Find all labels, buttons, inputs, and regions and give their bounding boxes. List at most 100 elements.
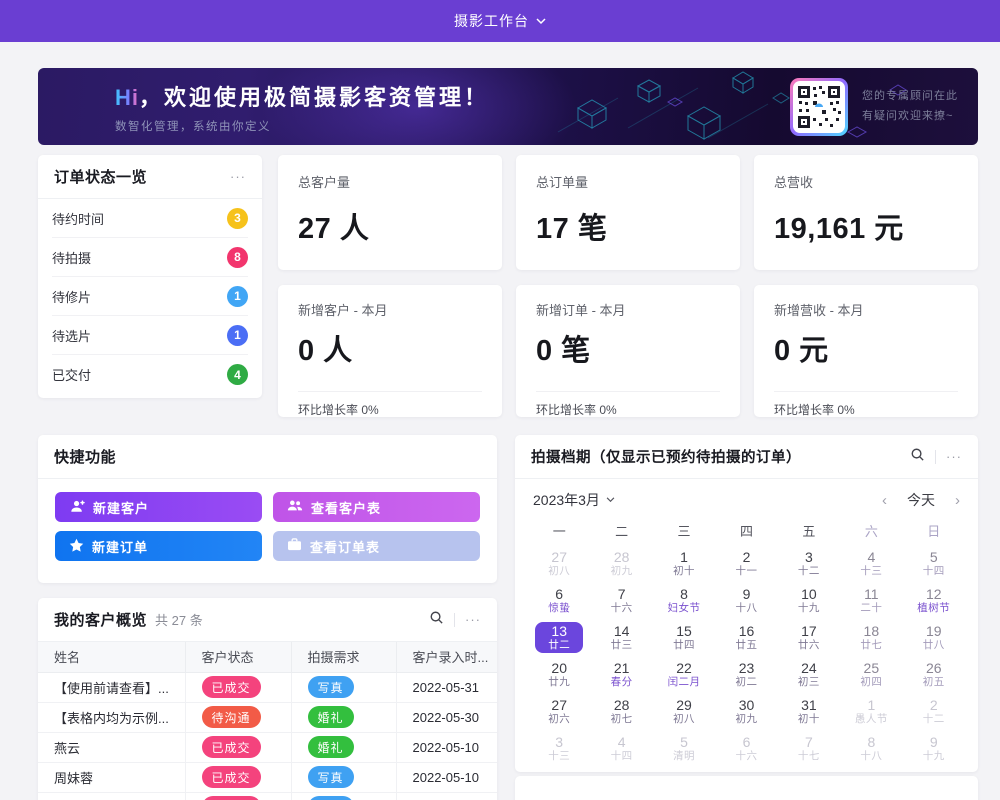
calendar-day[interactable]: 31 初十 [778, 693, 840, 730]
weekday-header: 日 [927, 524, 941, 539]
app-title[interactable]: 摄影工作台 [454, 13, 529, 29]
column-header[interactable]: 拍摄需求 [291, 642, 397, 673]
column-header[interactable]: 客户录入时... [396, 642, 497, 673]
more-menu-icon[interactable]: ··· [465, 612, 481, 627]
need-badge: 婚礼 [307, 736, 354, 758]
quick-action-button[interactable]: 查看客户表 [273, 492, 480, 522]
more-menu-icon[interactable]: ··· [946, 449, 962, 464]
search-icon[interactable] [429, 610, 444, 630]
stat-value: 17 笔 [536, 213, 608, 245]
calendar-day[interactable]: 1 愚人节 [840, 693, 902, 730]
table-row[interactable]: 【表格内均为示例... 待沟通 婚礼 2022-05-30 [38, 702, 497, 733]
order-status-item[interactable]: 待修片 1 [52, 277, 248, 316]
calendar-day[interactable]: 19 廿八 [903, 619, 965, 656]
calendar-day[interactable]: 8 十八 [840, 730, 902, 767]
column-header[interactable]: 姓名 [38, 642, 186, 673]
today-button[interactable]: 今天 [907, 492, 935, 508]
calendar-day[interactable]: 27 初八 [528, 545, 590, 582]
calendar-day[interactable]: 3 十三 [528, 730, 590, 767]
day-number: 11 [864, 586, 879, 602]
table-row[interactable]: 周妹蓉 已成交 写真 2022-05-10 [38, 762, 497, 793]
calendar-day[interactable]: 3 十二 [778, 545, 840, 582]
calendar-day[interactable]: 2 十一 [715, 545, 777, 582]
customer-name: 【表格内均为示例... [38, 702, 186, 733]
calendar-day[interactable]: 9 十八 [715, 582, 777, 619]
order-status-item[interactable]: 待拍摄 8 [52, 238, 248, 277]
calendar-day[interactable]: 4 十四 [590, 730, 652, 767]
calendar-day[interactable]: 20 廿九 [528, 656, 590, 693]
calendar-day[interactable]: 13 廿二 [528, 619, 590, 656]
calendar-day[interactable]: 6 十六 [715, 730, 777, 767]
day-number: 30 [738, 697, 755, 713]
stat-label: 新增客户 - 本月 [298, 303, 388, 318]
day-number: 13 [551, 623, 567, 639]
table-row[interactable]: 燕云 已成交 婚礼 2022-05-10 [38, 732, 497, 763]
calendar-day[interactable]: 11 二十 [840, 582, 902, 619]
day-number: 4 [867, 549, 876, 565]
day-lunar-label: 植树节 [917, 602, 951, 614]
calendar-day[interactable]: 17 廿六 [778, 619, 840, 656]
calendar-day[interactable]: 22 闰二月 [653, 656, 715, 693]
day-lunar-label: 十九 [922, 750, 945, 762]
quick-actions-panel: 快捷功能 新建客户 查看客户表 新建订单 [38, 435, 497, 583]
order-status-item[interactable]: 待选片 1 [52, 316, 248, 355]
calendar-day[interactable]: 26 初五 [903, 656, 965, 693]
table-row[interactable]: 已成交 写真 [38, 792, 497, 800]
qr-caption: 您的专属顾问在此 有疑问欢迎来撩~ [862, 89, 958, 122]
calendar-day[interactable]: 29 初八 [653, 693, 715, 730]
order-status-item[interactable]: 已交付 4 [52, 355, 248, 394]
calendar-day[interactable]: 27 初六 [528, 693, 590, 730]
calendar-day[interactable]: 15 廿四 [653, 619, 715, 656]
next-month-button[interactable]: › [955, 491, 960, 509]
calendar-day[interactable]: 9 十九 [903, 730, 965, 767]
calendar-day[interactable]: 6 惊蛰 [528, 582, 590, 619]
search-icon[interactable] [910, 447, 925, 467]
calendar-day[interactable]: 25 初四 [840, 656, 902, 693]
calendar-day[interactable]: 7 十七 [778, 730, 840, 767]
day-lunar-label: 十四 [610, 750, 633, 762]
calendar-day[interactable]: 5 清明 [653, 730, 715, 767]
day-lunar-label: 初五 [922, 676, 945, 688]
calendar-day[interactable]: 4 十三 [840, 545, 902, 582]
calendar-day[interactable]: 10 十九 [778, 582, 840, 619]
day-number: 19 [925, 623, 942, 639]
calendar-day[interactable]: 7 十六 [590, 582, 652, 619]
prev-month-button[interactable]: ‹ [882, 491, 887, 509]
more-menu-icon[interactable]: ··· [230, 169, 246, 184]
chevron-down-icon[interactable] [536, 12, 546, 30]
day-number: 18 [863, 623, 880, 639]
day-number: 10 [801, 586, 817, 602]
calendar-day[interactable]: 12 植树节 [903, 582, 965, 619]
day-lunar-label: 初六 [548, 713, 571, 725]
calendar-day[interactable]: 23 初二 [715, 656, 777, 693]
calendar-day[interactable]: 30 初九 [715, 693, 777, 730]
calendar-day[interactable]: 21 春分 [590, 656, 652, 693]
day-lunar-label: 十八 [735, 602, 758, 614]
calendar-day[interactable]: 24 初三 [778, 656, 840, 693]
order-status-item[interactable]: 待约时间 3 [52, 199, 248, 238]
calendar-day[interactable]: 1 初十 [653, 545, 715, 582]
quick-action-button[interactable]: 新建客户 [55, 492, 262, 522]
calendar-day[interactable]: 16 廿五 [715, 619, 777, 656]
day-lunar-label: 二十 [860, 602, 883, 614]
calendar-day[interactable]: 5 十四 [903, 545, 965, 582]
qr-code [790, 77, 848, 136]
calendar-day[interactable]: 8 妇女节 [653, 582, 715, 619]
quick-action-button[interactable]: 查看订单表 [273, 531, 480, 561]
weekday-header: 三 [677, 524, 691, 539]
column-header[interactable]: 客户状态 [185, 642, 292, 673]
day-number: 31 [801, 697, 817, 713]
table-row[interactable]: 【使用前请查看】... 已成交 写真 2022-05-31 [38, 672, 497, 703]
quick-action-button[interactable]: 新建订单 [55, 531, 262, 561]
month-selector[interactable]: 2023年3月 [533, 490, 615, 510]
day-lunar-label: 春分 [610, 676, 633, 688]
calendar-day[interactable]: 28 初九 [590, 545, 652, 582]
stat-card-monthly: 新增订单 - 本月 0 笔环比增长率 0% [516, 285, 740, 417]
calendar-day[interactable]: 28 初七 [590, 693, 652, 730]
calendar-day[interactable]: 18 廿七 [840, 619, 902, 656]
calendar-day[interactable]: 2 十二 [903, 693, 965, 730]
status-badge: 已成交 [201, 766, 261, 788]
day-number: 8 [680, 586, 688, 602]
day-number: 8 [867, 734, 876, 750]
calendar-day[interactable]: 14 廿三 [590, 619, 652, 656]
